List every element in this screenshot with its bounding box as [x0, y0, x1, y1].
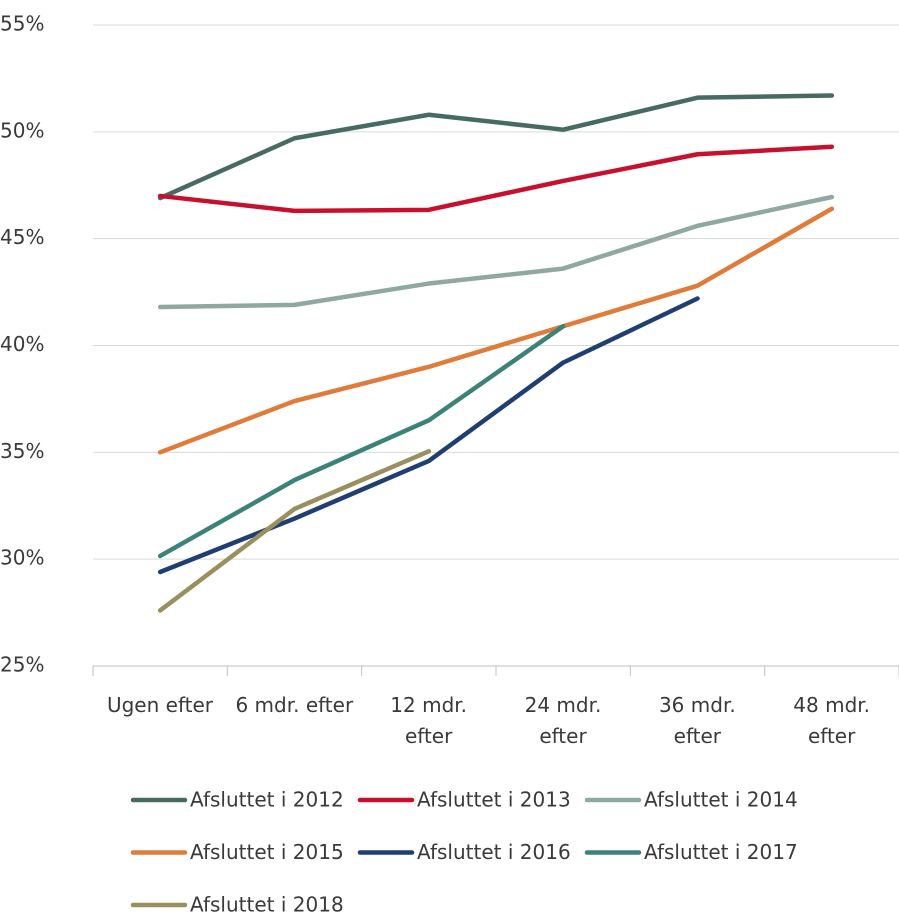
legend-label: Afsluttet i 2013	[417, 788, 571, 812]
y-tick-label: 35%	[0, 439, 44, 463]
x-tick-label: 6 mdr. efter	[235, 693, 354, 717]
x-tick-label: 36 mdr. efter	[658, 693, 736, 748]
x-tick-label: Ugen efter	[106, 693, 214, 717]
series-line	[157, 296, 700, 575]
y-tick-label: 55%	[0, 12, 44, 36]
series-line	[157, 93, 835, 201]
series-line	[157, 144, 835, 214]
series-line	[157, 194, 835, 310]
legend-label: Afsluttet i 2015	[190, 840, 344, 864]
legend-label: Afsluttet i 2014	[644, 788, 798, 812]
x-tick-label: 24 mdr. efter	[524, 693, 602, 748]
legend-label: Afsluttet i 2016	[417, 840, 571, 864]
x-tick-label: 12 mdr. efter	[390, 693, 468, 748]
x-tick-label: 48 mdr. efter	[793, 693, 871, 748]
y-tick-label: 40%	[0, 332, 44, 356]
y-tick-label: 30%	[0, 546, 44, 570]
legend-label: Afsluttet i 2012	[190, 788, 344, 812]
y-tick-label: 50%	[0, 118, 44, 142]
y-tick-label: 25%	[0, 653, 44, 677]
series-line	[157, 449, 432, 613]
legend-label: Afsluttet i 2017	[644, 840, 798, 864]
series-line	[157, 324, 566, 559]
legend-label: Afsluttet i 2018	[190, 893, 344, 913]
series-line	[157, 206, 835, 455]
y-tick-label: 45%	[0, 225, 44, 249]
